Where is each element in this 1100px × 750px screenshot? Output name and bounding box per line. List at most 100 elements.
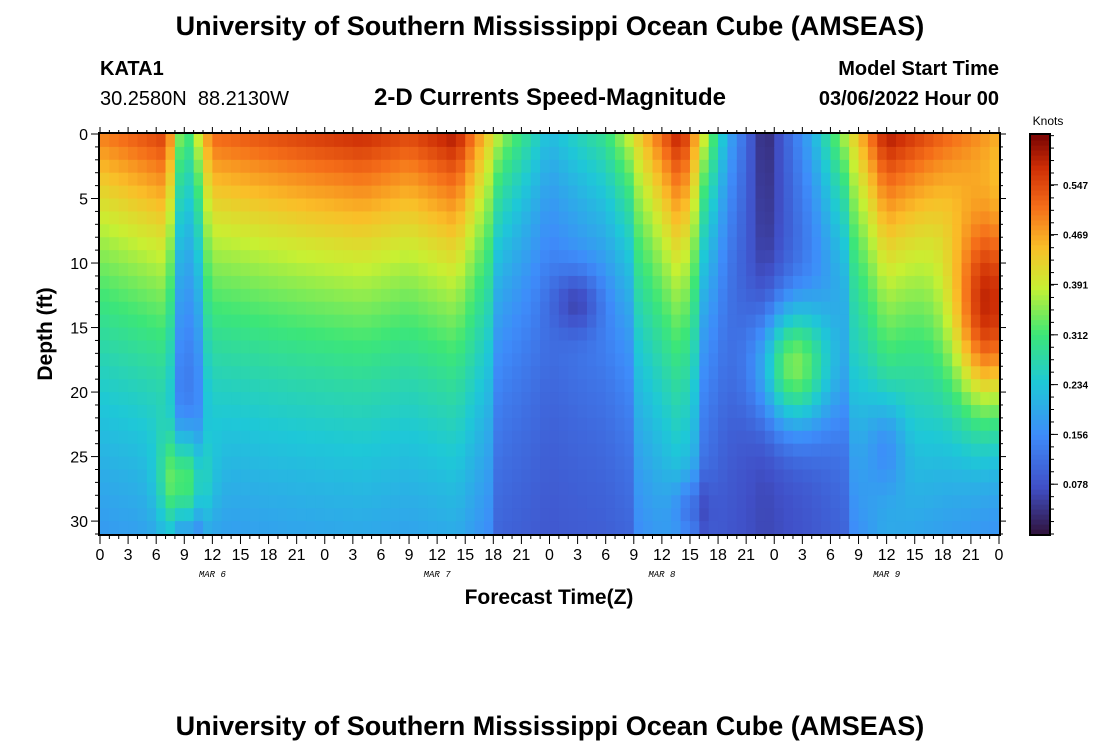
- heatmap-cell: [409, 340, 419, 354]
- heatmap-cell: [530, 521, 541, 535]
- heatmap-cell: [867, 521, 878, 535]
- heatmap-cell: [343, 443, 354, 458]
- heatmap-cell: [886, 146, 897, 161]
- heatmap-cell: [615, 224, 626, 238]
- heatmap-cell: [905, 198, 916, 213]
- heatmap-cell: [137, 288, 148, 303]
- heatmap-cell: [240, 314, 251, 329]
- heatmap-cell: [109, 366, 120, 380]
- heatmap-cell: [736, 288, 747, 303]
- heatmap-cell: [409, 211, 419, 225]
- heatmap-cell: [362, 482, 373, 496]
- heatmap-cell: [128, 198, 139, 213]
- heatmap-cell: [118, 224, 129, 238]
- heatmap-cell: [296, 340, 307, 354]
- heatmap-cell: [727, 508, 738, 522]
- heatmap-cell: [689, 353, 700, 367]
- heatmap-cell: [671, 198, 682, 213]
- heatmap-cell: [952, 456, 963, 471]
- heatmap-cell: [652, 146, 663, 161]
- heatmap-cell: [849, 443, 860, 458]
- heatmap-cell: [727, 146, 738, 161]
- heatmap-cell: [221, 146, 232, 161]
- heatmap-cell: [268, 134, 279, 148]
- heatmap-cell: [568, 379, 579, 393]
- heatmap-cell: [362, 430, 373, 445]
- heatmap-cell: [380, 146, 391, 161]
- heatmap-cell: [942, 392, 953, 406]
- heatmap-cell: [924, 404, 935, 419]
- heatmap-cell: [689, 198, 700, 213]
- heatmap-cell: [512, 521, 522, 535]
- colorbar-swatch: [1030, 139, 1050, 146]
- heatmap-cell: [989, 456, 1000, 471]
- heatmap-cell: [961, 366, 972, 380]
- heatmap-cell: [184, 340, 195, 354]
- heatmap-cell: [399, 288, 410, 303]
- heatmap-cell: [146, 430, 157, 445]
- heatmap-cell: [633, 430, 644, 445]
- heatmap-cell: [643, 353, 654, 367]
- heatmap-cell: [306, 224, 316, 238]
- heatmap-cell: [970, 379, 981, 393]
- colorbar-unit: Knots: [1033, 114, 1064, 128]
- heatmap-cell: [783, 211, 794, 225]
- heatmap-cell: [530, 443, 541, 458]
- heatmap-cell: [231, 353, 242, 367]
- heatmap-cell: [549, 495, 560, 509]
- heatmap-cell: [849, 456, 860, 471]
- heatmap-cell: [240, 430, 251, 445]
- heatmap-cell: [933, 379, 944, 393]
- heatmap-cell: [249, 340, 260, 354]
- heatmap-cell: [877, 263, 888, 277]
- heatmap-cell: [352, 443, 363, 458]
- heatmap-cell: [446, 134, 457, 148]
- heatmap-cell: [886, 456, 897, 471]
- x-tick-label: 12: [428, 547, 446, 564]
- heatmap-cell: [409, 185, 419, 200]
- heatmap-cell: [427, 198, 438, 213]
- heatmap-cell: [296, 211, 307, 225]
- heatmap-cell: [961, 508, 972, 522]
- heatmap-cell: [296, 263, 307, 277]
- heatmap-cell: [540, 340, 551, 354]
- heatmap-cell: [942, 198, 953, 213]
- heatmap-cell: [474, 521, 485, 535]
- heatmap-cell: [961, 159, 972, 174]
- heatmap-cell: [867, 301, 878, 316]
- heatmap-cell: [792, 508, 803, 522]
- heatmap-cell: [586, 224, 597, 238]
- heatmap-cell: [203, 353, 213, 367]
- heatmap-cell: [483, 134, 494, 148]
- heatmap-cell: [212, 263, 223, 277]
- heatmap-cell: [708, 495, 719, 509]
- heatmap-cell: [839, 146, 850, 161]
- heatmap-cell: [483, 417, 494, 432]
- heatmap-cell: [736, 366, 747, 380]
- heatmap-cell: [390, 443, 401, 458]
- heatmap-cell: [296, 185, 307, 200]
- heatmap-cell: [502, 404, 513, 419]
- heatmap-cell: [811, 392, 822, 406]
- heatmap-cell: [362, 146, 373, 161]
- heatmap-cell: [193, 263, 204, 277]
- heatmap-cell: [849, 417, 860, 432]
- heatmap-cell: [858, 353, 869, 367]
- heatmap-cell: [512, 443, 522, 458]
- heatmap-cell: [895, 327, 906, 342]
- heatmap-cell: [633, 146, 644, 161]
- heatmap-cell: [586, 134, 597, 148]
- heatmap-cell: [193, 327, 204, 342]
- heatmap-cell: [568, 301, 579, 316]
- heatmap-cell: [380, 443, 391, 458]
- heatmap-cell: [418, 185, 429, 200]
- heatmap-cell: [886, 430, 897, 445]
- heatmap-cell: [343, 340, 354, 354]
- heatmap-cell: [605, 314, 616, 329]
- colorbar-swatch: [1030, 459, 1050, 465]
- heatmap-cell: [830, 134, 841, 148]
- heatmap-cell: [633, 340, 644, 354]
- heatmap-cell: [287, 379, 298, 393]
- heatmap-cell: [952, 469, 963, 483]
- heatmap-cell: [530, 288, 541, 303]
